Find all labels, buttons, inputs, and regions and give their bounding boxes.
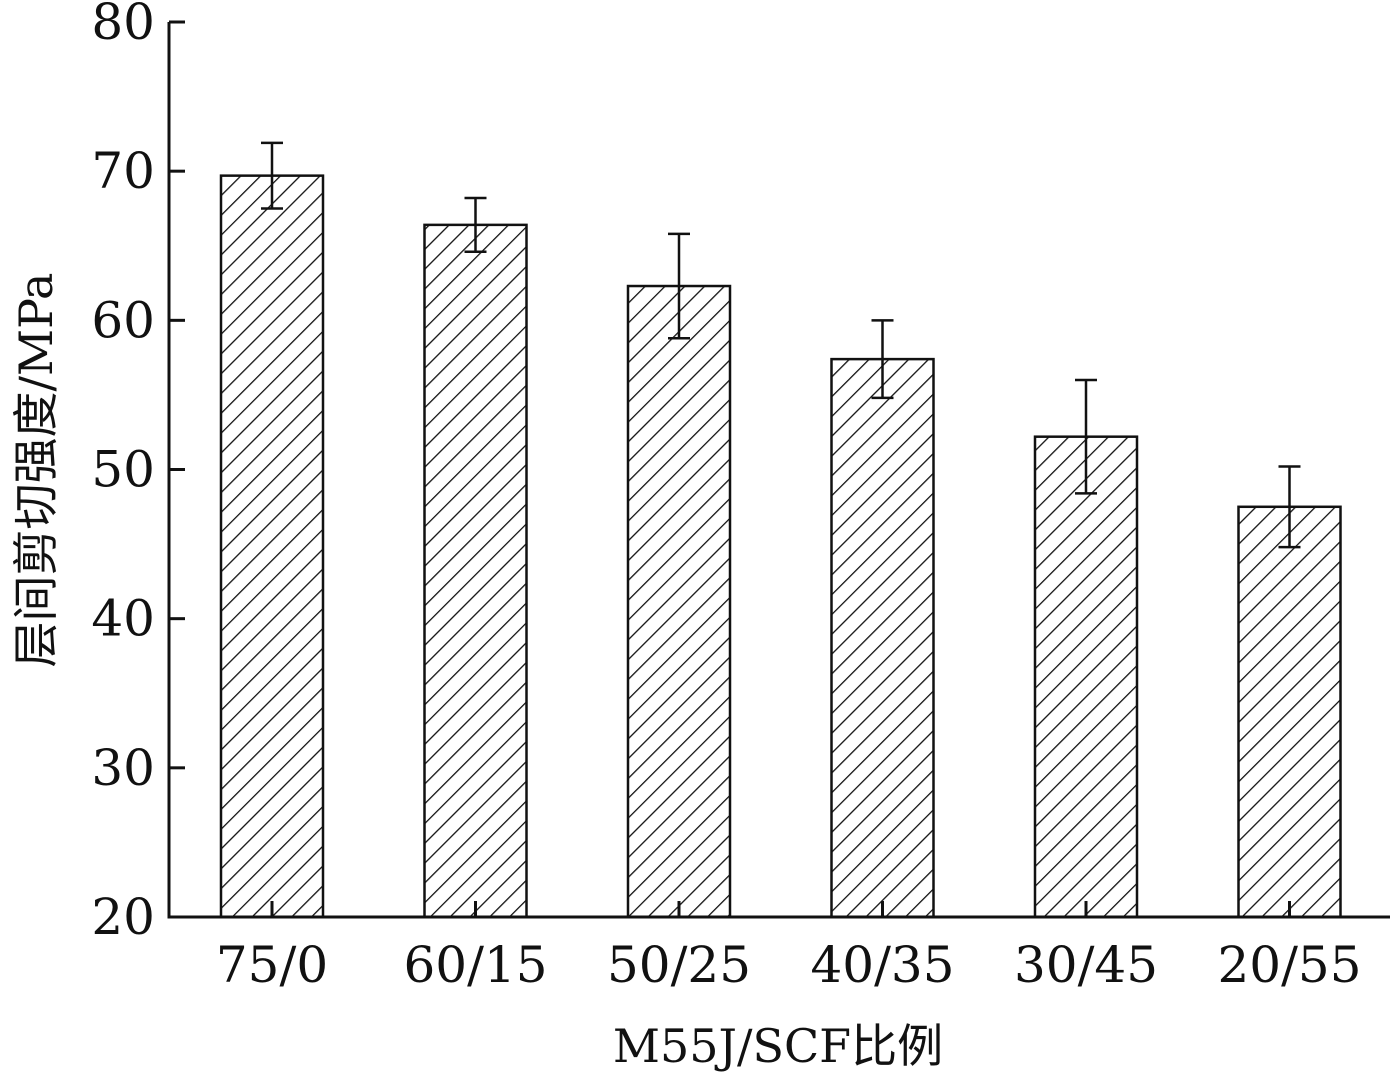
x-tick-label: 20/55 xyxy=(1217,936,1361,994)
bar xyxy=(1237,505,1342,919)
error-bars-layer xyxy=(261,141,1301,549)
bar xyxy=(219,174,325,919)
x-tick-label: 40/35 xyxy=(810,936,954,994)
x-tick-label: 50/25 xyxy=(607,936,751,994)
y-ticks-layer: 20 30 40 50 60 70 80 xyxy=(91,0,185,946)
y-axis-title: 层间剪切强度/MPa xyxy=(9,273,63,668)
y-tick-label: 70 xyxy=(91,142,155,200)
y-tick-label: 20 xyxy=(91,888,155,946)
x-axis-title: M55J/SCF比例 xyxy=(613,1019,943,1073)
x-ticks-layer: 75/0 60/15 50/25 40/35 30/45 20/55 xyxy=(216,901,1362,994)
y-tick-label: 60 xyxy=(91,291,155,349)
bar xyxy=(626,284,732,919)
x-tick-label: 75/0 xyxy=(216,936,328,994)
bar xyxy=(830,357,935,919)
y-tick-label: 80 xyxy=(91,0,155,51)
axes-layer xyxy=(167,22,1390,919)
bar xyxy=(423,223,528,919)
bars-layer xyxy=(219,174,1342,919)
y-tick-label: 30 xyxy=(91,739,155,797)
y-tick-label: 40 xyxy=(91,590,155,648)
x-tick-label: 60/15 xyxy=(403,936,547,994)
y-tick-label: 50 xyxy=(91,441,155,499)
x-tick-label: 30/45 xyxy=(1014,936,1158,994)
bar xyxy=(1033,435,1139,919)
